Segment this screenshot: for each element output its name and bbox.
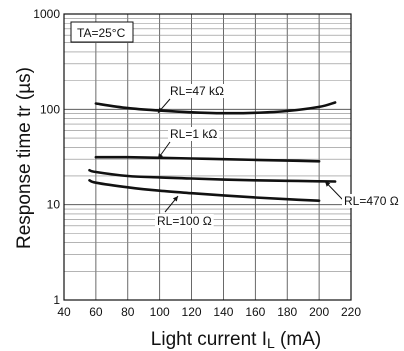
series-label-bg (342, 194, 401, 208)
series-label: RL=1 kΩ (170, 127, 217, 141)
condition-label: TA=25°C (77, 26, 126, 40)
y-axis-label: Response time tr (µs) (14, 67, 35, 249)
condition-box (70, 21, 134, 43)
x-tick-labels: 40 60 80 100 120 140 160 180 200 220 (57, 305, 361, 319)
x-tick-label: 160 (245, 305, 265, 319)
curve-rl-100 (88, 179, 321, 202)
y-tick-labels: 1 10 100 1000 (33, 7, 60, 307)
leader-arrowhead (172, 196, 178, 202)
leader-arrowhead (325, 181, 331, 187)
annotations: TA=25°C RL=47 kΩ RL=1 kΩ RL=470 Ω RL=100 Ω (70, 21, 401, 228)
x-tick-label: 80 (121, 305, 135, 319)
series-label-bg (168, 127, 220, 141)
series-label: RL=100 Ω (157, 214, 212, 228)
y-tick-label: 1 (53, 293, 60, 307)
y-tick-label: 10 (47, 198, 61, 212)
y-tick-label: 1000 (33, 7, 60, 21)
series-label: RL=47 kΩ (170, 84, 224, 98)
series-curves (88, 101, 337, 202)
curve-rl-1k (94, 155, 321, 163)
x-tick-label: 200 (309, 305, 329, 319)
leader-arrowhead (158, 107, 164, 113)
leader-arrowhead (158, 153, 163, 159)
series-label-bg (168, 84, 227, 98)
x-tick-label: 220 (341, 305, 361, 319)
curve-rl-470 (88, 168, 337, 183)
x-tick-label: 140 (213, 305, 233, 319)
series-label: RL=470 Ω (344, 194, 399, 208)
plot-frame (63, 13, 352, 301)
x-axis-label: Light current IL (mA) (151, 329, 321, 351)
x-tick-label: 100 (150, 305, 170, 319)
series-label-bg (155, 214, 214, 228)
x-tick-label: 120 (182, 305, 202, 319)
y-tick-label: 100 (40, 102, 60, 116)
x-tick-label: 40 (57, 305, 71, 319)
x-tick-label: 60 (89, 305, 103, 319)
x-tick-label: 180 (277, 305, 297, 319)
curve-rl-47k (94, 101, 337, 115)
